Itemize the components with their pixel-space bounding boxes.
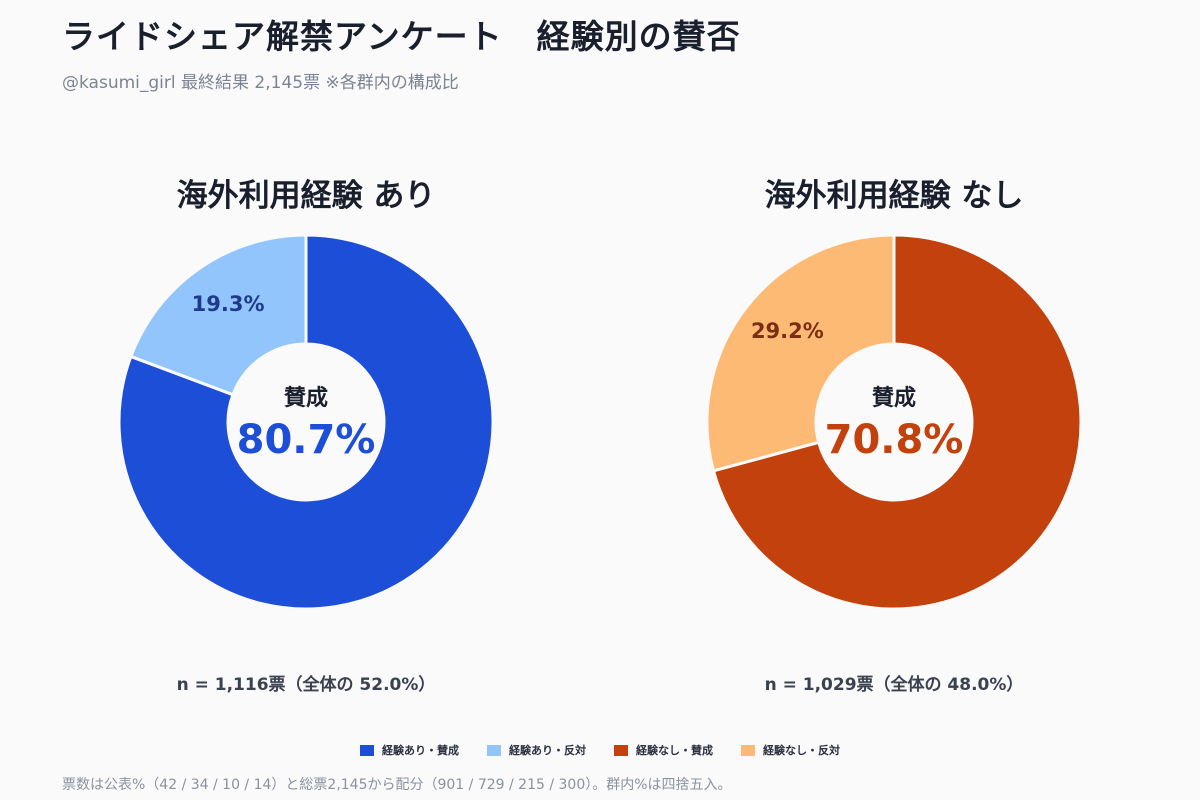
page-subtitle: @kasumi_girl 最終結果 2,145票 ※各群内の構成比 (62, 73, 459, 93)
legend-label: 経験なし・反対 (763, 744, 840, 757)
donut-chart-not-experienced: 29.2% 賛成 70.8% (705, 233, 1083, 611)
sample-size-label: n = 1,116票（全体の 52.0%） (176, 675, 436, 695)
legend-label: 経験なし・賛成 (636, 744, 713, 757)
legend-swatch (360, 744, 374, 756)
legend-swatch (614, 744, 628, 756)
legend-item: 経験あり・賛成 (360, 742, 459, 758)
center-value: 70.8% (825, 417, 964, 463)
slice-percent-label: 29.2% (751, 319, 824, 343)
panel-title: 海外利用経験 あり (176, 178, 436, 214)
slice-percent-label: 19.3% (192, 292, 265, 316)
legend-item: 経験なし・反対 (741, 742, 840, 758)
legend-swatch (741, 744, 755, 756)
legend-swatch (487, 744, 501, 756)
legend-item: 経験なし・賛成 (614, 742, 713, 758)
center-label: 賛成 (872, 386, 916, 411)
panel-experienced: 海外利用経験 あり 19.3% 賛成 80.7% n = 1,116票（全体の 52… (66, 160, 546, 720)
center-value: 80.7% (237, 417, 376, 463)
legend: 経験あり・賛成 経験あり・反対 経験なし・賛成 経験なし・反対 (0, 742, 1200, 758)
legend-label: 経験あり・賛成 (382, 744, 459, 757)
sample-size-label: n = 1,029票（全体の 48.0%） (764, 675, 1024, 695)
page-title: ライドシェア解禁アンケート 経験別の賛否 (62, 17, 741, 56)
legend-item: 経験あり・反対 (487, 742, 586, 758)
legend-label: 経験あり・反対 (509, 744, 586, 757)
panel-not-experienced: 海外利用経験 なし 29.2% 賛成 70.8% n = 1,029票（全体の 48… (654, 160, 1134, 720)
pie-slice-support (117, 233, 495, 611)
center-label: 賛成 (284, 386, 328, 411)
donut-chart-experienced: 19.3% 賛成 80.7% (117, 233, 495, 611)
footnote: 票数は公表%（42 / 34 / 10 / 14）と総票2,145から配分（90… (62, 777, 732, 793)
pie-slice-oppose (705, 233, 896, 473)
pie-slice-oppose (128, 233, 308, 397)
panel-title: 海外利用経験 なし (764, 178, 1024, 214)
pie-slice-support (711, 233, 1083, 611)
